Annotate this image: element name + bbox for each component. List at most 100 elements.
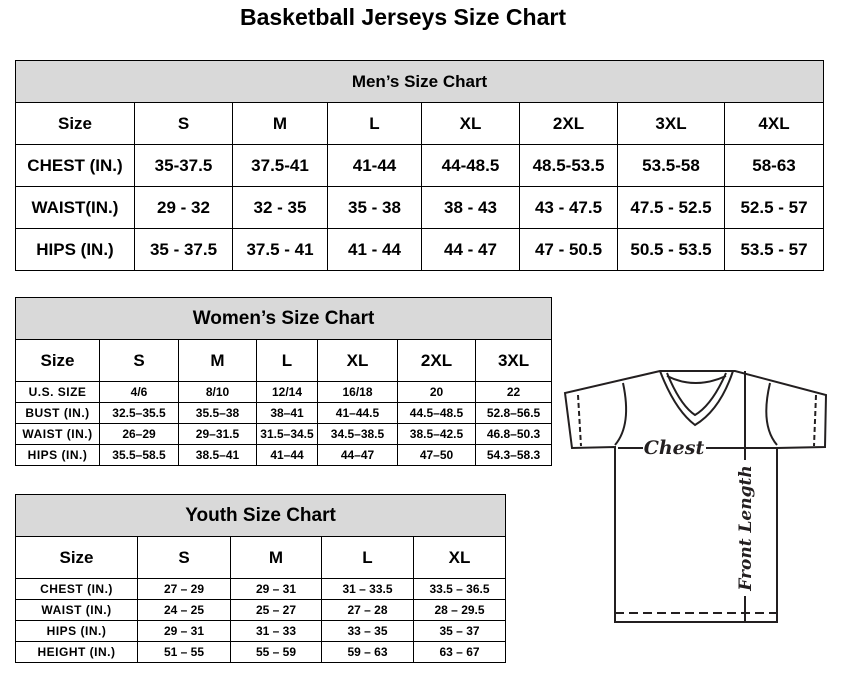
table-cell: 26–29: [99, 423, 179, 445]
table-cell: 33.5 – 36.5: [412, 578, 507, 600]
column-header: S: [134, 102, 233, 145]
table-cell: 38 - 43: [421, 186, 520, 229]
table-row: WAIST (IN.) 24 – 25 25 – 27 27 – 28 28 – 29.…: [15, 599, 507, 621]
row-label: WAIST (IN.): [15, 599, 138, 621]
table-row: WAIST(IN.) 29 - 32 32 - 35 35 - 38 38 - 43 43…: [15, 186, 825, 229]
table-cell: 41–44.5: [317, 402, 398, 424]
table-title: Women’s Size Chart: [14, 297, 553, 340]
table-cell: 44-48.5: [421, 144, 520, 187]
column-header: S: [99, 339, 179, 382]
table-cell: 44 - 47: [421, 228, 520, 271]
column-header: 2XL: [397, 339, 476, 382]
table-row: CHEST (IN.) 35-37.5 37.5-41 41-44 44-48.5 48.…: [15, 144, 825, 187]
table-cell: 31.5–34.5: [256, 423, 318, 445]
table-cell: 41-44: [327, 144, 422, 187]
column-header: 3XL: [617, 102, 725, 145]
row-label: WAIST(IN.): [15, 186, 135, 229]
table-cell: 25 – 27: [230, 599, 322, 621]
table-cell: 35 – 37: [412, 620, 507, 642]
collar-band: [666, 375, 727, 384]
table-row: U.S. SIZE 4/6 8/10 12/14 16/18 20 22: [15, 381, 553, 403]
table-row: HIPS (IN.) 35.5–58.5 38.5–41 41–44 44–47 47–5…: [15, 444, 553, 466]
row-label: HIPS (IN.): [15, 444, 100, 466]
column-header: Size: [15, 536, 138, 579]
table-cell: 55 – 59: [230, 641, 322, 663]
table-cell: 24 – 25: [137, 599, 231, 621]
table-cell: 32.5–35.5: [99, 402, 179, 424]
table-cell: 35 - 38: [327, 186, 422, 229]
table-cell: 59 – 63: [321, 641, 414, 663]
table-cell: 47.5 - 52.5: [617, 186, 725, 229]
table-cell: 27 – 29: [137, 578, 231, 600]
row-label: HIPS (IN.): [15, 620, 138, 642]
table-cell: 50.5 - 53.5: [617, 228, 725, 271]
table-cell: 35 - 37.5: [134, 228, 233, 271]
column-header: 4XL: [723, 102, 825, 145]
row-label: BUST (IN.): [15, 402, 100, 424]
table-cell: 12/14: [256, 381, 318, 403]
table-cell: 38.5–41: [178, 444, 257, 466]
column-header: Size: [15, 339, 100, 382]
table-cell: 48.5-53.5: [519, 144, 618, 187]
column-header: M: [230, 536, 322, 579]
table-row: BUST (IN.) 32.5–35.5 35.5–38 38–41 41–44.5 44…: [15, 402, 553, 424]
table-cell: 47–50: [397, 444, 476, 466]
row-label: WAIST (IN.): [15, 423, 100, 445]
chest-label: Chest: [644, 437, 705, 459]
table-cell: 8/10: [178, 381, 257, 403]
row-label: CHEST (IN.): [15, 578, 138, 600]
table-row: CHEST (IN.) 27 – 29 29 – 31 31 – 33.5 33.5 –…: [15, 578, 507, 600]
table-cell: 22: [474, 381, 553, 403]
table-cell: 4/6: [99, 381, 179, 403]
column-header: M: [232, 102, 328, 145]
column-header: M: [178, 339, 257, 382]
jersey-diagram: Chest Front Length: [563, 370, 828, 623]
table-cell: 53.5-58: [617, 144, 725, 187]
table-cell: 31 – 33.5: [321, 578, 414, 600]
table-cell: 31 – 33: [230, 620, 322, 642]
table-cell: 37.5-41: [232, 144, 328, 187]
table-cell: 29–31.5: [178, 423, 257, 445]
table-cell: 63 – 67: [412, 641, 507, 663]
table-cell: 52.8–56.5: [474, 402, 553, 424]
collar-outer: [659, 370, 734, 427]
table-cell: 16/18: [317, 381, 398, 403]
size-header-row: Size S M L XL: [15, 536, 507, 579]
column-header: 3XL: [474, 339, 553, 382]
table-cell: 29 – 31: [230, 578, 322, 600]
row-label: HIPS (IN.): [15, 228, 135, 271]
row-label: CHEST (IN.): [15, 144, 135, 187]
size-header-row: Size S M L XL 2XL 3XL: [15, 339, 553, 382]
youth-size-table: Youth Size Chart Size S M L XL CHEST (IN.) 27 –…: [14, 494, 507, 663]
table-row: WAIST (IN.) 26–29 29–31.5 31.5–34.5 34.5–38.…: [15, 423, 553, 445]
table-cell: 52.5 - 57: [723, 186, 825, 229]
table-cell: 41–44: [256, 444, 318, 466]
table-cell: 38–41: [256, 402, 318, 424]
column-header: Size: [15, 102, 135, 145]
table-cell: 44–47: [317, 444, 398, 466]
table-cell: 53.5 - 57: [723, 228, 825, 271]
table-cell: 43 - 47.5: [519, 186, 618, 229]
mens-size-table: Men’s Size Chart Size S M L XL 2XL 3XL 4XL CHEST …: [14, 60, 825, 271]
table-cell: 20: [397, 381, 476, 403]
table-row: HEIGHT (IN.) 51 – 55 55 – 59 59 – 63 63 – 67: [15, 641, 507, 663]
front-length-label: Front Length: [736, 465, 756, 591]
table-cell: 27 – 28: [321, 599, 414, 621]
table-cell: 35.5–58.5: [99, 444, 179, 466]
armhole-left: [614, 382, 628, 446]
womens-size-table: Women’s Size Chart Size S M L XL 2XL 3XL U.S. SI…: [14, 297, 553, 466]
column-header: XL: [317, 339, 398, 382]
table-cell: 54.3–58.3: [474, 444, 553, 466]
column-header: XL: [412, 536, 507, 579]
column-header: S: [137, 536, 231, 579]
table-cell: 37.5 - 41: [232, 228, 328, 271]
table-row: HIPS (IN.) 35 - 37.5 37.5 - 41 41 - 44 44 - …: [15, 228, 825, 271]
table-row: HIPS (IN.) 29 – 31 31 – 33 33 – 35 35 – 37: [15, 620, 507, 642]
table-cell: 29 - 32: [134, 186, 233, 229]
table-cell: 46.8–50.3: [474, 423, 553, 445]
table-cell: 51 – 55: [137, 641, 231, 663]
table-cell: 47 - 50.5: [519, 228, 618, 271]
table-cell: 34.5–38.5: [317, 423, 398, 445]
column-header: L: [327, 102, 422, 145]
column-header: L: [256, 339, 318, 382]
